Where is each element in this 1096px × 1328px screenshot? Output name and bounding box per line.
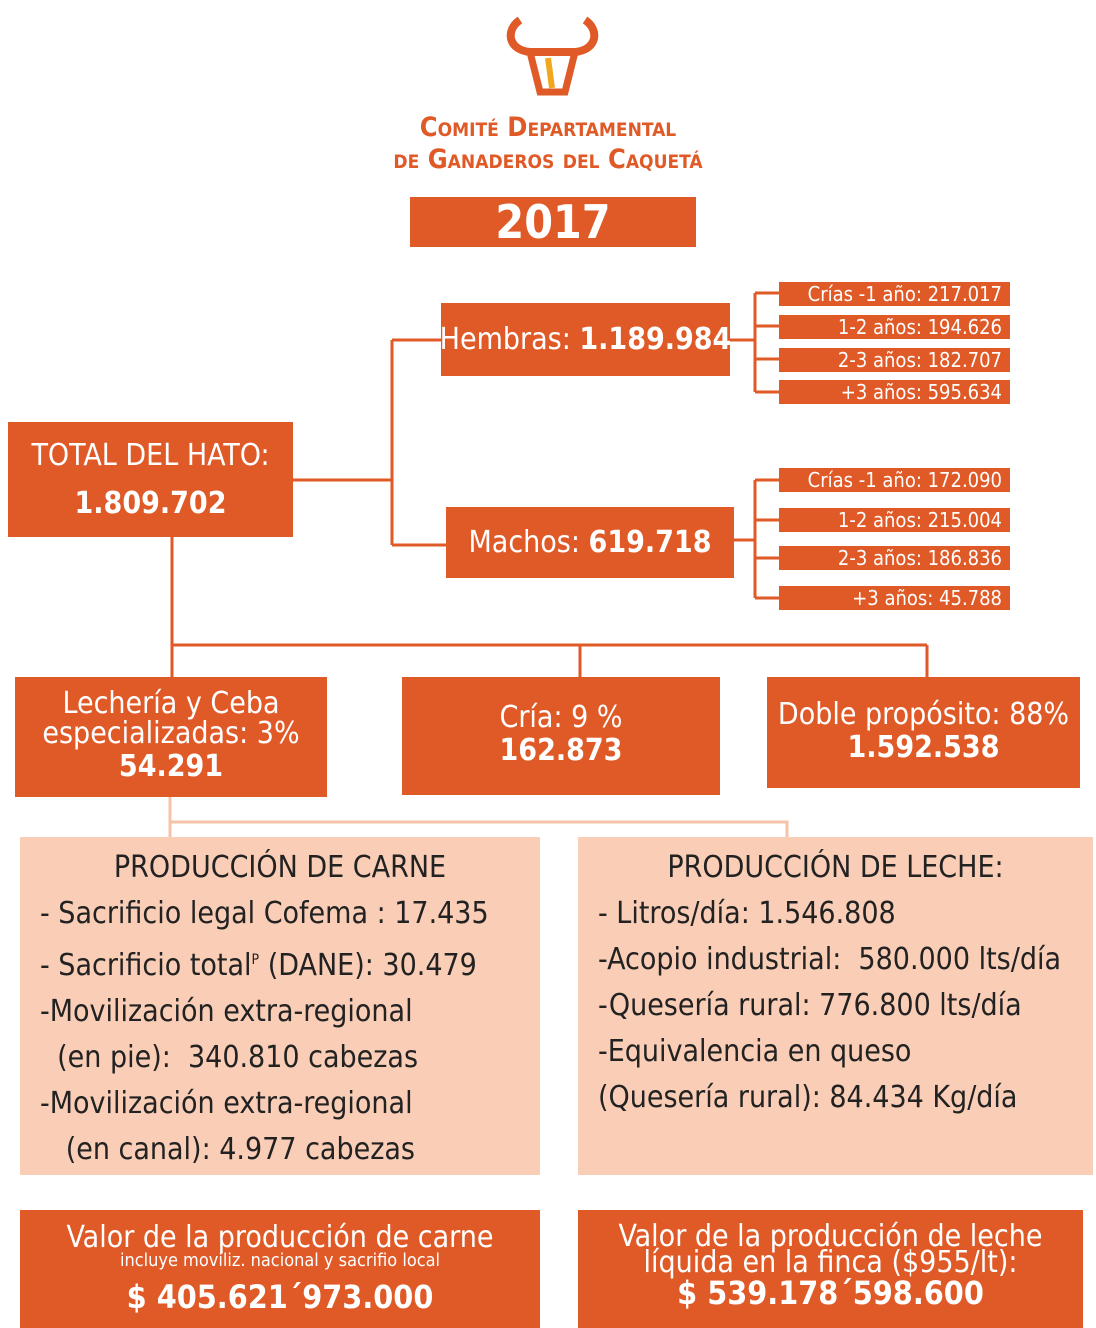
value: 54.291 xyxy=(118,749,224,784)
line: especializadas: 3% xyxy=(42,716,300,751)
value: 194.626 xyxy=(927,315,1002,339)
text: -Quesería rural: 776.800 lts/día xyxy=(598,988,1022,1023)
line: Lechería y Ceba xyxy=(62,686,280,721)
item: -Movilización extra-regional xyxy=(40,1081,540,1127)
label: Crías -1 año: xyxy=(807,282,922,306)
value: $ 539.178´598.600 xyxy=(677,1274,984,1312)
label: 2-3 años: xyxy=(837,348,922,372)
label: Machos: xyxy=(468,524,580,560)
value: 217.017 xyxy=(927,282,1002,306)
label: +3 años: xyxy=(840,380,922,404)
text: -Acopio industrial: 580.000 lts/día xyxy=(598,942,1061,977)
leche-box: PRODUCCIÓN DE LECHE: - Litros/día: 1.546… xyxy=(578,837,1093,1175)
text: -Movilización extra-regional xyxy=(40,994,413,1029)
item: (Quesería rural): 84.434 Kg/día xyxy=(598,1075,1093,1121)
label: Crías -1 año: xyxy=(807,468,922,492)
text: (en canal): 4.977 cabezas xyxy=(40,1132,415,1167)
value: 215.004 xyxy=(927,508,1002,532)
age-group: 1-2 años: 215.004 xyxy=(779,508,1010,532)
text: -Equivalencia en queso xyxy=(598,1034,912,1069)
text: - Sacrificio total xyxy=(40,948,252,983)
title: PRODUCCIÓN DE CARNE xyxy=(113,850,447,885)
org-name: Comité Departamental xyxy=(419,112,677,143)
value: 619.718 xyxy=(588,524,712,560)
item: - Sacrificio legal Cofema : 17.435 xyxy=(40,891,540,937)
line: Valor de la producción de leche xyxy=(618,1219,1043,1254)
value: 1.189.984 xyxy=(579,321,732,357)
text: (DANE): 30.479 xyxy=(259,948,477,983)
item: - Litros/día: 1.546.808 xyxy=(598,891,1093,937)
system-box: Doble propósito: 88% 1.592.538 xyxy=(767,677,1080,788)
org-name: de Ganaderos del Caquetá xyxy=(393,144,703,175)
text: - Litros/día: 1.546.808 xyxy=(598,896,896,931)
valor-leche: Valor de la producción de leche líquida … xyxy=(578,1210,1083,1328)
value: 595.634 xyxy=(927,380,1002,404)
item: - Sacrificio totalP (DANE): 30.479 xyxy=(40,937,540,989)
age-group: Crías -1 año: 172.090 xyxy=(779,468,1010,492)
year: 2017 xyxy=(495,195,611,249)
item: (en canal): 4.977 cabezas xyxy=(40,1127,540,1173)
value: 172.090 xyxy=(927,468,1002,492)
age-group: 1-2 años: 194.626 xyxy=(779,315,1010,339)
total-box: TOTAL DEL HATO: 1.809.702 xyxy=(8,422,293,537)
bull-logo xyxy=(506,16,599,96)
production-lines xyxy=(168,797,789,837)
title: Valor de la producción de carne xyxy=(66,1220,494,1255)
item: -Equivalencia en queso xyxy=(598,1029,1093,1075)
note: incluye moviliz. nacional y sacrifio loc… xyxy=(119,1250,441,1271)
value: 45.788 xyxy=(939,586,1002,610)
value: 1.592.538 xyxy=(847,729,1000,765)
item: -Quesería rural: 776.800 lts/día xyxy=(598,983,1093,1029)
machos-box: Machos: 619.718 xyxy=(446,507,734,578)
title: PRODUCCIÓN DE LECHE: xyxy=(667,850,1004,885)
valor-carne: Valor de la producción de carne incluye … xyxy=(20,1210,540,1328)
item: -Movilización extra-regional xyxy=(40,989,540,1035)
total-value: 1.809.702 xyxy=(74,485,227,521)
year-box: 2017 xyxy=(410,195,696,249)
line: líquida en la finca ($955/lt): xyxy=(643,1245,1018,1280)
text: (Quesería rural): 84.434 Kg/día xyxy=(598,1080,1018,1115)
line: Doble propósito: 88% xyxy=(777,696,1070,732)
carne-box: PRODUCCIÓN DE CARNE - Sacrificio legal C… xyxy=(20,837,540,1175)
label: Hembras: xyxy=(439,321,571,357)
line: Cría: 9 % xyxy=(499,700,623,735)
label: 1-2 años: xyxy=(837,508,922,532)
item: -Acopio industrial: 580.000 lts/día xyxy=(598,937,1093,983)
text: - Sacrificio legal Cofema : 17.435 xyxy=(40,896,489,931)
hembras-box: Hembras: 1.189.984 xyxy=(439,303,732,376)
age-group: 2-3 años: 186.836 xyxy=(779,546,1010,570)
text: -Movilización extra-regional xyxy=(40,1086,413,1121)
value: 186.836 xyxy=(927,546,1002,570)
age-group: +3 años: 45.788 xyxy=(779,586,1010,610)
system-box: Cría: 9 % 162.873 xyxy=(402,677,720,795)
value: 182.707 xyxy=(927,348,1002,372)
label: 2-3 años: xyxy=(837,546,922,570)
total-label: TOTAL DEL HATO: xyxy=(31,437,270,473)
item: (en pie): 340.810 cabezas xyxy=(40,1035,540,1081)
age-group: 2-3 años: 182.707 xyxy=(779,348,1010,372)
age-group: +3 años: 595.634 xyxy=(779,380,1010,404)
label: 1-2 años: xyxy=(837,315,922,339)
value: $ 405.621´973.000 xyxy=(126,1278,434,1316)
value: 162.873 xyxy=(499,733,623,768)
label: +3 años: xyxy=(852,586,934,610)
text: (en pie): 340.810 cabezas xyxy=(40,1040,419,1075)
system-box: Lechería y Ceba especializadas: 3% 54.291 xyxy=(15,677,327,797)
sup: P xyxy=(251,952,260,968)
tree-lines xyxy=(170,291,929,677)
age-group: Crías -1 año: 217.017 xyxy=(779,282,1010,306)
